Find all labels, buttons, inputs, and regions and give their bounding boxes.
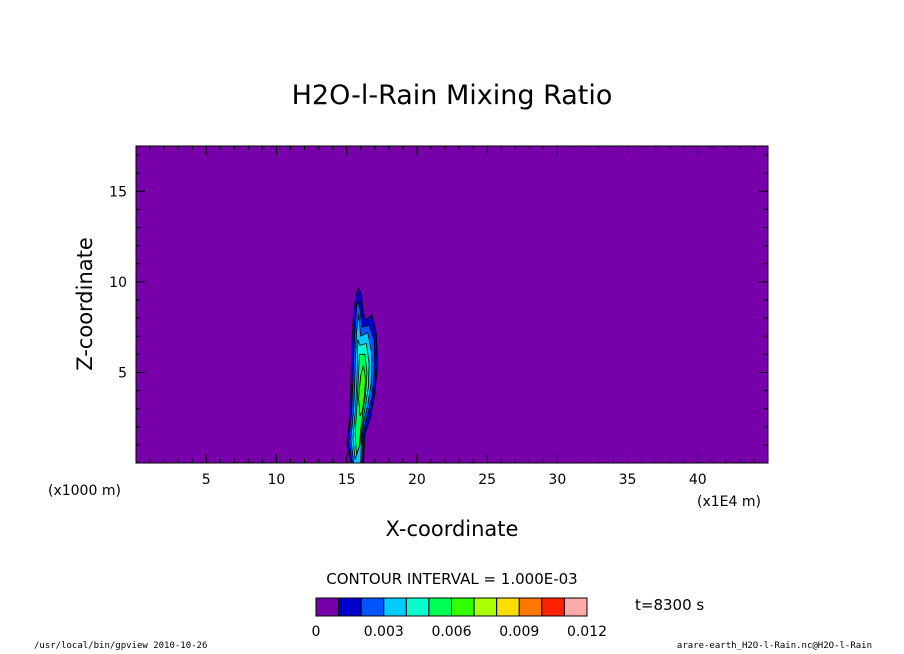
colorbar-swatch — [428, 597, 453, 617]
time-label: t=8300 s — [635, 596, 704, 614]
colorbar-tick-label: 0.012 — [567, 624, 607, 640]
y-tick-label: 15 — [109, 184, 127, 200]
x-tick-labels: 5 10 15 20 25 30 35 40 — [202, 472, 707, 488]
colorbar-swatch — [405, 597, 430, 617]
x-tick-label: 20 — [408, 472, 426, 488]
colorbar-swatch — [451, 597, 475, 617]
y-unit-label: (x1000 m) — [48, 483, 121, 499]
x-axis-label: X-coordinate — [386, 517, 519, 541]
x-tick-label: 40 — [689, 472, 707, 488]
axis-ticks — [136, 146, 768, 463]
colorbar-tick-label: 0 — [312, 624, 321, 640]
colorbar-tick-label: 0.003 — [364, 624, 404, 640]
footer-right: arare-earth_H2O-l-Rain.nc@H2O-l-Rain — [676, 641, 872, 651]
colorbar-tick-label: 0.009 — [499, 624, 539, 640]
footer-left: /usr/local/bin/gpview 2010-10-26 — [34, 641, 208, 651]
x-tick-label: 5 — [202, 472, 211, 488]
colorbar-swatch — [473, 597, 498, 617]
colorbar-tick-label: 0.006 — [431, 624, 471, 640]
rain-contours — [346, 286, 379, 464]
x-tick-label: 35 — [619, 472, 637, 488]
colorbar-swatch — [360, 597, 385, 617]
colorbar-swatch — [541, 597, 565, 617]
x-tick-label: 10 — [268, 472, 286, 488]
plot-area — [135, 145, 769, 464]
x-tick-label: 30 — [548, 472, 566, 488]
x-unit-label: (x1E4 m) — [697, 494, 761, 510]
colorbar-swatch — [315, 597, 340, 617]
chart-title: H2O-l-Rain Mixing Ratio — [292, 80, 613, 111]
y-tick-label: 5 — [118, 365, 127, 381]
plot-background — [136, 146, 768, 463]
contour-level-6 — [358, 364, 367, 417]
colorbar-swatch — [563, 597, 588, 617]
colorbar-tick-labels: 0 0.003 0.006 0.009 0.012 — [312, 624, 608, 640]
colorbar-swatch — [496, 597, 520, 617]
x-tick-label: 15 — [338, 472, 356, 488]
colorbar — [315, 597, 588, 617]
x-tick-label: 25 — [478, 472, 496, 488]
colorbar-swatch — [518, 597, 543, 617]
contour-interval-label: CONTOUR INTERVAL = 1.000E-03 — [326, 570, 577, 588]
y-tick-label: 10 — [109, 275, 127, 291]
colorbar-swatch — [338, 597, 362, 617]
colorbar-swatch — [383, 597, 407, 617]
y-tick-labels: 5 10 15 — [109, 184, 127, 381]
plot-frame — [135, 145, 769, 464]
y-axis-label: Z-coordinate — [73, 237, 97, 371]
